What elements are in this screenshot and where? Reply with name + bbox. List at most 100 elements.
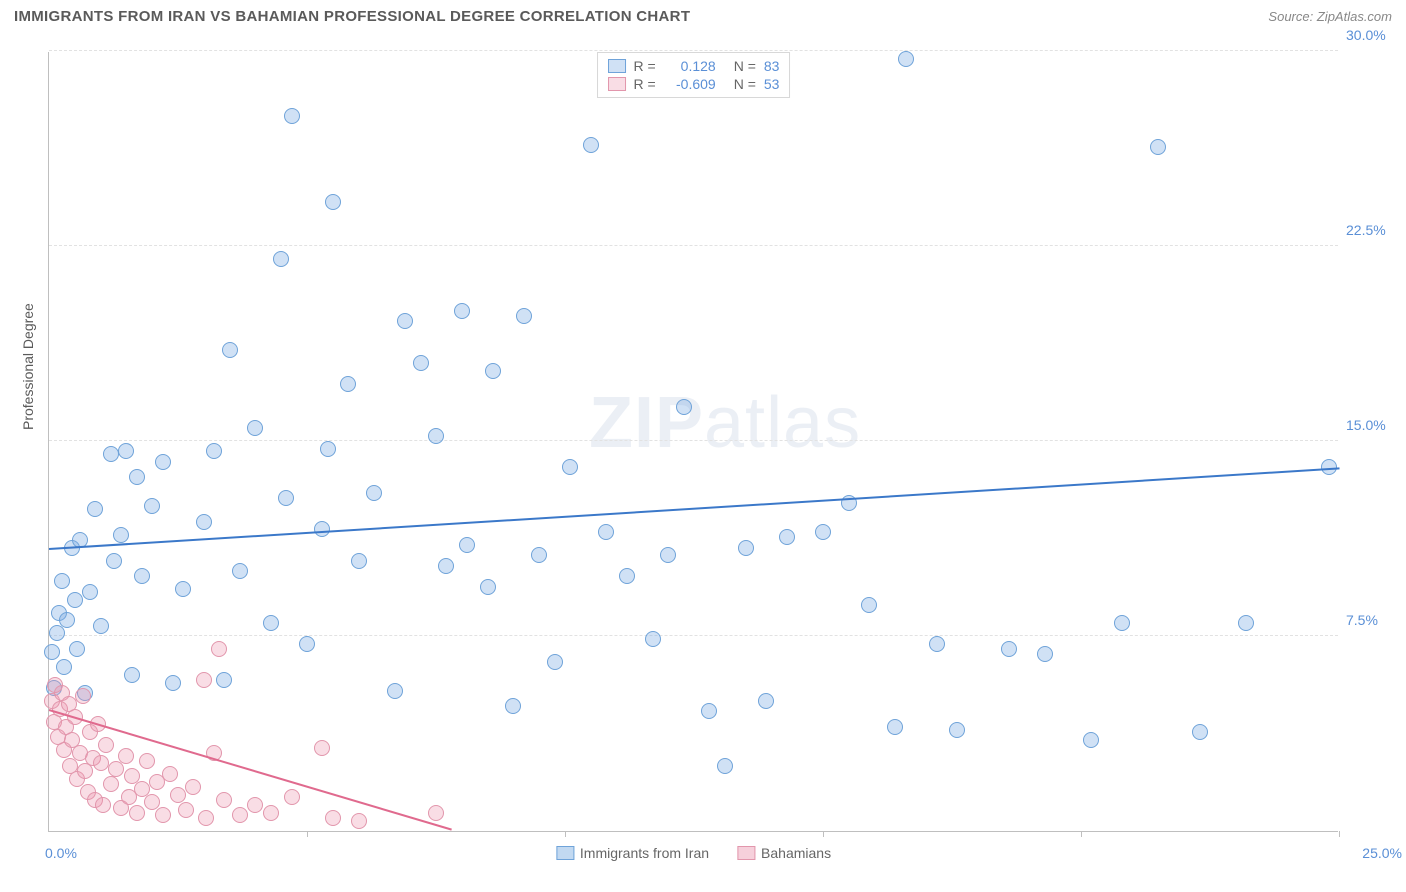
scatter-chart: ZIPatlas R = 0.128 N = 83 R = -0.609 N =… (48, 52, 1338, 832)
data-point (185, 779, 201, 795)
data-point (196, 514, 212, 530)
data-point (619, 568, 635, 584)
data-point (278, 490, 294, 506)
data-point (299, 636, 315, 652)
data-point (232, 563, 248, 579)
source-attribution: Source: ZipAtlas.com (1268, 9, 1392, 24)
data-point (273, 251, 289, 267)
series-legend: Immigrants from Iran Bahamians (556, 845, 831, 861)
data-point (216, 672, 232, 688)
legend-item-series1: Immigrants from Iran (556, 845, 709, 861)
data-point (129, 469, 145, 485)
data-point (247, 420, 263, 436)
trend-line (49, 468, 1339, 551)
data-point (95, 797, 111, 813)
data-point (144, 498, 160, 514)
stats-row-series1: R = 0.128 N = 83 (608, 57, 780, 75)
x-tick (1081, 831, 1082, 837)
series1-label: Immigrants from Iran (580, 845, 709, 861)
data-point (93, 755, 109, 771)
data-point (454, 303, 470, 319)
data-point (738, 540, 754, 556)
data-point (1150, 139, 1166, 155)
data-point (162, 766, 178, 782)
data-point (196, 672, 212, 688)
data-point (108, 761, 124, 777)
data-point (263, 615, 279, 631)
data-point (67, 592, 83, 608)
data-point (175, 581, 191, 597)
x-max-label: 25.0% (1362, 845, 1402, 861)
data-point (516, 308, 532, 324)
stats-legend: R = 0.128 N = 83 R = -0.609 N = 53 (597, 52, 791, 98)
data-point (325, 194, 341, 210)
data-point (531, 547, 547, 563)
data-point (93, 618, 109, 634)
legend-item-series2: Bahamians (737, 845, 831, 861)
data-point (82, 584, 98, 600)
data-point (314, 521, 330, 537)
gridline (49, 50, 1338, 51)
data-point (284, 789, 300, 805)
data-point (129, 805, 145, 821)
x-tick (1339, 831, 1340, 837)
data-point (284, 108, 300, 124)
n-value: 53 (764, 76, 780, 92)
x-tick (307, 831, 308, 837)
data-point (397, 313, 413, 329)
data-point (44, 644, 60, 660)
source-name: ZipAtlas.com (1317, 9, 1392, 24)
data-point (325, 810, 341, 826)
data-point (815, 524, 831, 540)
data-point (178, 802, 194, 818)
data-point (139, 753, 155, 769)
data-point (118, 443, 134, 459)
x-tick (565, 831, 566, 837)
data-point (155, 454, 171, 470)
data-point (118, 748, 134, 764)
y-tick-label: 15.0% (1346, 417, 1402, 433)
data-point (134, 568, 150, 584)
data-point (898, 51, 914, 67)
y-axis-label: Professional Degree (20, 303, 36, 430)
data-point (1083, 732, 1099, 748)
data-point (505, 698, 521, 714)
data-point (676, 399, 692, 415)
data-point (583, 137, 599, 153)
data-point (75, 688, 91, 704)
data-point (232, 807, 248, 823)
data-point (106, 553, 122, 569)
data-point (485, 363, 501, 379)
data-point (387, 683, 403, 699)
source-label: Source: (1268, 9, 1313, 24)
data-point (1001, 641, 1017, 657)
data-point (428, 428, 444, 444)
data-point (562, 459, 578, 475)
data-point (949, 722, 965, 738)
n-label: N = (734, 76, 756, 92)
n-label: N = (734, 58, 756, 74)
data-point (887, 719, 903, 735)
data-point (198, 810, 214, 826)
r-value: 0.128 (664, 58, 716, 74)
data-point (660, 547, 676, 563)
data-point (320, 441, 336, 457)
data-point (701, 703, 717, 719)
series1-swatch (608, 59, 626, 73)
data-point (366, 485, 382, 501)
series2-swatch (608, 77, 626, 91)
data-point (1114, 615, 1130, 631)
data-point (54, 573, 70, 589)
y-tick-label: 30.0% (1346, 27, 1402, 43)
data-point (351, 553, 367, 569)
gridline (49, 440, 1338, 441)
stats-row-series2: R = -0.609 N = 53 (608, 75, 780, 93)
r-label: R = (634, 76, 656, 92)
data-point (211, 641, 227, 657)
data-point (1192, 724, 1208, 740)
n-value: 83 (764, 58, 780, 74)
x-origin-label: 0.0% (45, 845, 77, 861)
watermark-bold: ZIP (589, 383, 704, 463)
y-tick-label: 22.5% (1346, 222, 1402, 238)
data-point (56, 659, 72, 675)
